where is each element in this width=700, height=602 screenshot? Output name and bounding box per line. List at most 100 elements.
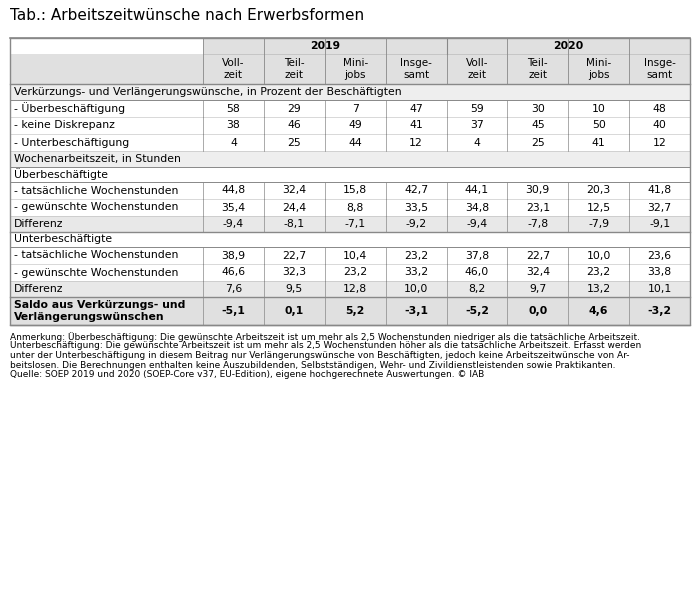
Text: 22,7: 22,7: [282, 250, 307, 261]
Text: Quelle: SOEP 2019 und 2020 (SOEP-Core v37, EU-Edition), eigene hochgerechnete Au: Quelle: SOEP 2019 und 2020 (SOEP-Core v3…: [10, 370, 484, 379]
Text: 44,1: 44,1: [465, 185, 489, 196]
Bar: [10, 151, 690, 167]
Bar: [10, 38, 690, 325]
Text: 22,7: 22,7: [526, 250, 550, 261]
Text: 32,7: 32,7: [648, 202, 671, 213]
Text: 44: 44: [349, 137, 362, 147]
Text: 10,1: 10,1: [648, 284, 672, 294]
Text: 7: 7: [351, 104, 358, 114]
Text: 10: 10: [592, 104, 606, 114]
Text: 23,2: 23,2: [404, 250, 428, 261]
Text: 25: 25: [288, 137, 301, 147]
Text: 13,2: 13,2: [587, 284, 610, 294]
Bar: [10, 264, 690, 281]
Text: 10,0: 10,0: [404, 284, 428, 294]
Text: -8,1: -8,1: [284, 219, 305, 229]
Text: 8,8: 8,8: [346, 202, 364, 213]
Text: -5,1: -5,1: [221, 306, 246, 316]
Text: 24,4: 24,4: [282, 202, 307, 213]
Text: 0,1: 0,1: [285, 306, 304, 316]
Text: Insge-
samt: Insge- samt: [400, 58, 432, 80]
Text: -9,2: -9,2: [405, 219, 426, 229]
Text: -7,1: -7,1: [344, 219, 365, 229]
Text: 15,8: 15,8: [343, 185, 368, 196]
Text: 37: 37: [470, 120, 484, 131]
Text: -7,9: -7,9: [588, 219, 609, 229]
Text: Mini-
jobs: Mini- jobs: [342, 58, 368, 80]
Bar: [10, 247, 690, 264]
Bar: [10, 199, 690, 216]
Text: beitslosen. Die Berechnungen enthalten keine Auszubildenden, Selbstständigen, We: beitslosen. Die Berechnungen enthalten k…: [10, 361, 615, 370]
Text: 35,4: 35,4: [221, 202, 246, 213]
Text: Voll-
zeit: Voll- zeit: [222, 58, 245, 80]
Text: 42,7: 42,7: [404, 185, 428, 196]
Text: Anmerkung: Überbeschäftigung: Die gewünschte Arbeitszeit ist um mehr als 2,5 Woc: Anmerkung: Überbeschäftigung: Die gewüns…: [10, 332, 640, 342]
Text: 41: 41: [410, 120, 423, 131]
Text: - Unterbeschäftigung: - Unterbeschäftigung: [14, 137, 130, 147]
Bar: [10, 232, 690, 247]
Bar: [10, 216, 690, 232]
Text: 33,2: 33,2: [404, 267, 428, 278]
Text: Wochenarbeitszeit, in Stunden: Wochenarbeitszeit, in Stunden: [14, 154, 181, 164]
Text: 46: 46: [288, 120, 301, 131]
Bar: [10, 297, 690, 325]
Text: 12,5: 12,5: [587, 202, 610, 213]
Text: 4: 4: [230, 137, 237, 147]
Text: - tatsächliche Wochenstunden: - tatsächliche Wochenstunden: [14, 185, 178, 196]
Text: - Überbeschäftigung: - Überbeschäftigung: [14, 102, 125, 114]
Text: 10,4: 10,4: [343, 250, 368, 261]
Text: 9,7: 9,7: [529, 284, 547, 294]
Text: Unterbeschäftigung: Die gewünschte Arbeitszeit ist um mehr als 2,5 Wochenstunden: Unterbeschäftigung: Die gewünschte Arbei…: [10, 341, 641, 350]
Text: -7,8: -7,8: [527, 219, 548, 229]
Text: Überbeschäftigte: Überbeschäftigte: [14, 169, 108, 181]
Text: 46,0: 46,0: [465, 267, 489, 278]
Text: Teil-
zeit: Teil- zeit: [284, 58, 304, 80]
Text: -9,4: -9,4: [223, 219, 244, 229]
Text: 4: 4: [473, 137, 480, 147]
Bar: [10, 117, 690, 134]
Text: 8,2: 8,2: [468, 284, 486, 294]
Bar: [10, 134, 690, 151]
Text: 29: 29: [288, 104, 301, 114]
Text: 41,8: 41,8: [648, 185, 671, 196]
Text: - gewünschte Wochenstunden: - gewünschte Wochenstunden: [14, 267, 178, 278]
Text: 49: 49: [349, 120, 362, 131]
Text: 23,2: 23,2: [587, 267, 610, 278]
Bar: [203, 38, 690, 54]
Text: -3,2: -3,2: [648, 306, 671, 316]
Text: 41: 41: [592, 137, 606, 147]
Text: -9,4: -9,4: [466, 219, 487, 229]
Text: 10,0: 10,0: [587, 250, 611, 261]
Text: Differenz: Differenz: [14, 284, 64, 294]
Text: 30: 30: [531, 104, 545, 114]
Text: 59: 59: [470, 104, 484, 114]
Text: Differenz: Differenz: [14, 219, 64, 229]
Text: 12: 12: [410, 137, 423, 147]
Text: -5,2: -5,2: [465, 306, 489, 316]
Bar: [10, 281, 690, 297]
Text: 12,8: 12,8: [343, 284, 368, 294]
Text: 32,4: 32,4: [526, 267, 550, 278]
Text: Teil-
zeit: Teil- zeit: [528, 58, 548, 80]
Text: 23,2: 23,2: [343, 267, 368, 278]
Text: 23,1: 23,1: [526, 202, 550, 213]
Text: 50: 50: [592, 120, 606, 131]
Text: Voll-
zeit: Voll- zeit: [466, 58, 488, 80]
Bar: [10, 167, 690, 182]
Text: Verkürzungs- und Verlängerungswünsche, in Prozent der Beschäftigten: Verkürzungs- und Verlängerungswünsche, i…: [14, 87, 402, 97]
Text: 48: 48: [652, 104, 666, 114]
Text: 38,9: 38,9: [221, 250, 246, 261]
Text: 32,4: 32,4: [282, 185, 307, 196]
Text: 25: 25: [531, 137, 545, 147]
Text: unter der Unterbeschäftigung in diesem Beitrag nur Verlängerungswünsche von Besc: unter der Unterbeschäftigung in diesem B…: [10, 351, 629, 360]
Text: 12: 12: [652, 137, 666, 147]
Text: 40: 40: [652, 120, 666, 131]
Text: - gewünschte Wochenstunden: - gewünschte Wochenstunden: [14, 202, 178, 213]
Text: Saldo aus Verkürzungs- und
Verlängerungswünschen: Saldo aus Verkürzungs- und Verlängerungs…: [14, 300, 186, 322]
Text: 2019: 2019: [309, 41, 339, 51]
Text: 0,0: 0,0: [528, 306, 547, 316]
Text: Unterbeschäftigte: Unterbeschäftigte: [14, 235, 112, 244]
Text: Tab.: Arbeitszeitwünsche nach Erwerbsformen: Tab.: Arbeitszeitwünsche nach Erwerbsfor…: [10, 8, 364, 23]
Text: -9,1: -9,1: [649, 219, 670, 229]
Bar: [10, 100, 690, 117]
